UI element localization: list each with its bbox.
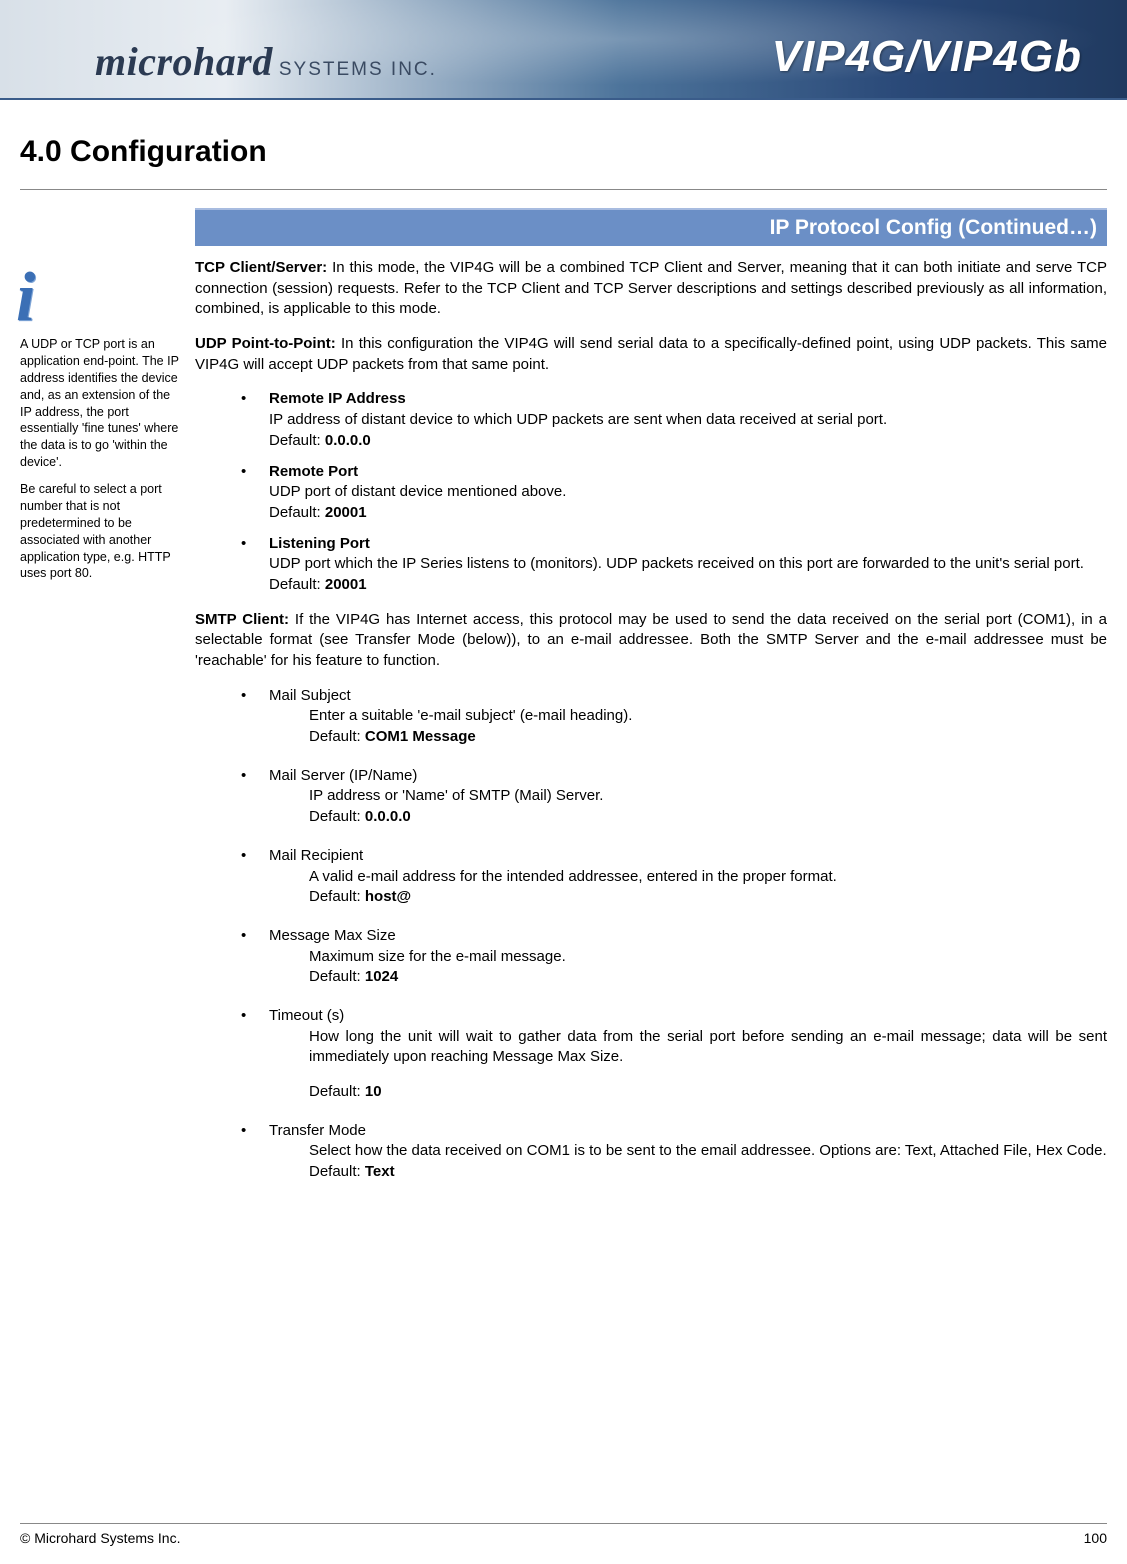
udp-para: UDP Point-to-Point: In this configuratio… xyxy=(195,334,1107,375)
main-content: IP Protocol Config (Continued…) TCP Clie… xyxy=(195,208,1107,1201)
brand-right: VIP4G/VIP4Gb xyxy=(772,32,1082,82)
footer-right: 100 xyxy=(1084,1530,1107,1546)
list-item: Transfer Mode Select how the data receiv… xyxy=(241,1121,1107,1183)
udp-list: Remote IP Address IP address of distant … xyxy=(241,389,1107,595)
smtp-list: Mail Subject Enter a suitable 'e-mail su… xyxy=(241,686,1107,1183)
smtp-body: If the VIP4G has Internet access, this p… xyxy=(195,611,1107,669)
list-item: Timeout (s) How long the unit will wait … xyxy=(241,1006,1107,1103)
item-body: How long the unit will wait to gather da… xyxy=(309,1027,1107,1068)
list-item: Mail Recipient A valid e-mail address fo… xyxy=(241,846,1107,908)
list-item: Remote IP Address IP address of distant … xyxy=(241,389,1107,451)
page-header: microhard SYSTEMS INC. VIP4G/VIP4Gb xyxy=(0,0,1127,100)
section-rule xyxy=(20,189,1107,190)
item-title: Mail Server (IP/Name) xyxy=(269,766,1107,787)
item-title: Timeout (s) xyxy=(269,1006,1107,1027)
tcp-lead: TCP Client/Server: xyxy=(195,259,327,276)
list-item: Listening Port UDP port which the IP Ser… xyxy=(241,534,1107,596)
sidebar: i A UDP or TCP port is an application en… xyxy=(20,208,195,1201)
sidebar-p1: A UDP or TCP port is an application end-… xyxy=(20,336,185,471)
item-body: UDP port of distant device mentioned abo… xyxy=(269,482,1107,503)
footer-left: © Microhard Systems Inc. xyxy=(20,1530,180,1546)
item-body: Select how the data received on COM1 is … xyxy=(309,1141,1107,1162)
item-body: IP address or 'Name' of SMTP (Mail) Serv… xyxy=(309,786,1107,807)
list-item: Remote Port UDP port of distant device m… xyxy=(241,462,1107,524)
default-line: Default: Text xyxy=(309,1162,1107,1183)
page-footer: © Microhard Systems Inc. 100 xyxy=(20,1523,1107,1546)
item-title: Message Max Size xyxy=(269,926,1107,947)
brand-sub: SYSTEMS INC. xyxy=(279,59,437,80)
default-line: Default: 0.0.0.0 xyxy=(309,807,1107,828)
content-row: i A UDP or TCP port is an application en… xyxy=(0,208,1127,1201)
section-title: 4.0 Configuration xyxy=(20,135,1127,169)
smtp-lead: SMTP Client: xyxy=(195,611,289,628)
tcp-para: TCP Client/Server: In this mode, the VIP… xyxy=(195,258,1107,320)
item-body: IP address of distant device to which UD… xyxy=(269,410,1107,431)
default-line: Default: 20001 xyxy=(269,575,1107,596)
item-title: Mail Subject xyxy=(269,686,1107,707)
udp-lead: UDP Point-to-Point: xyxy=(195,335,336,352)
default-line: Default: 0.0.0.0 xyxy=(269,431,1107,452)
item-title: Transfer Mode xyxy=(269,1121,1107,1142)
list-item: Message Max Size Maximum size for the e-… xyxy=(241,926,1107,988)
tcp-body: In this mode, the VIP4G will be a combin… xyxy=(195,259,1107,317)
default-line: Default: 20001 xyxy=(269,503,1107,524)
gap xyxy=(269,1068,1107,1082)
smtp-para: SMTP Client: If the VIP4G has Internet a… xyxy=(195,610,1107,672)
default-line: Default: 10 xyxy=(309,1082,1107,1103)
item-body: Maximum size for the e-mail message. xyxy=(309,947,1107,968)
item-title: Mail Recipient xyxy=(269,846,1107,867)
blue-bar: IP Protocol Config (Continued…) xyxy=(195,208,1107,246)
list-item: Mail Server (IP/Name) IP address or 'Nam… xyxy=(241,766,1107,828)
item-body: UDP port which the IP Series listens to … xyxy=(269,554,1107,575)
item-body: A valid e-mail address for the intended … xyxy=(309,867,1107,888)
default-line: Default: host@ xyxy=(309,887,1107,908)
list-item: Mail Subject Enter a suitable 'e-mail su… xyxy=(241,686,1107,748)
item-title: Remote IP Address xyxy=(269,389,1107,410)
item-body: Enter a suitable 'e-mail subject' (e-mai… xyxy=(309,706,1107,727)
default-line: Default: 1024 xyxy=(309,967,1107,988)
sidebar-text: A UDP or TCP port is an application end-… xyxy=(20,336,185,582)
item-title: Remote Port xyxy=(269,462,1107,483)
brand-left: microhard SYSTEMS INC. xyxy=(95,38,437,85)
item-title: Listening Port xyxy=(269,534,1107,555)
sidebar-p2: Be careful to select a port number that … xyxy=(20,481,185,582)
info-icon: i xyxy=(16,270,185,326)
brand-main: microhard xyxy=(95,39,273,84)
default-line: Default: COM1 Message xyxy=(309,727,1107,748)
